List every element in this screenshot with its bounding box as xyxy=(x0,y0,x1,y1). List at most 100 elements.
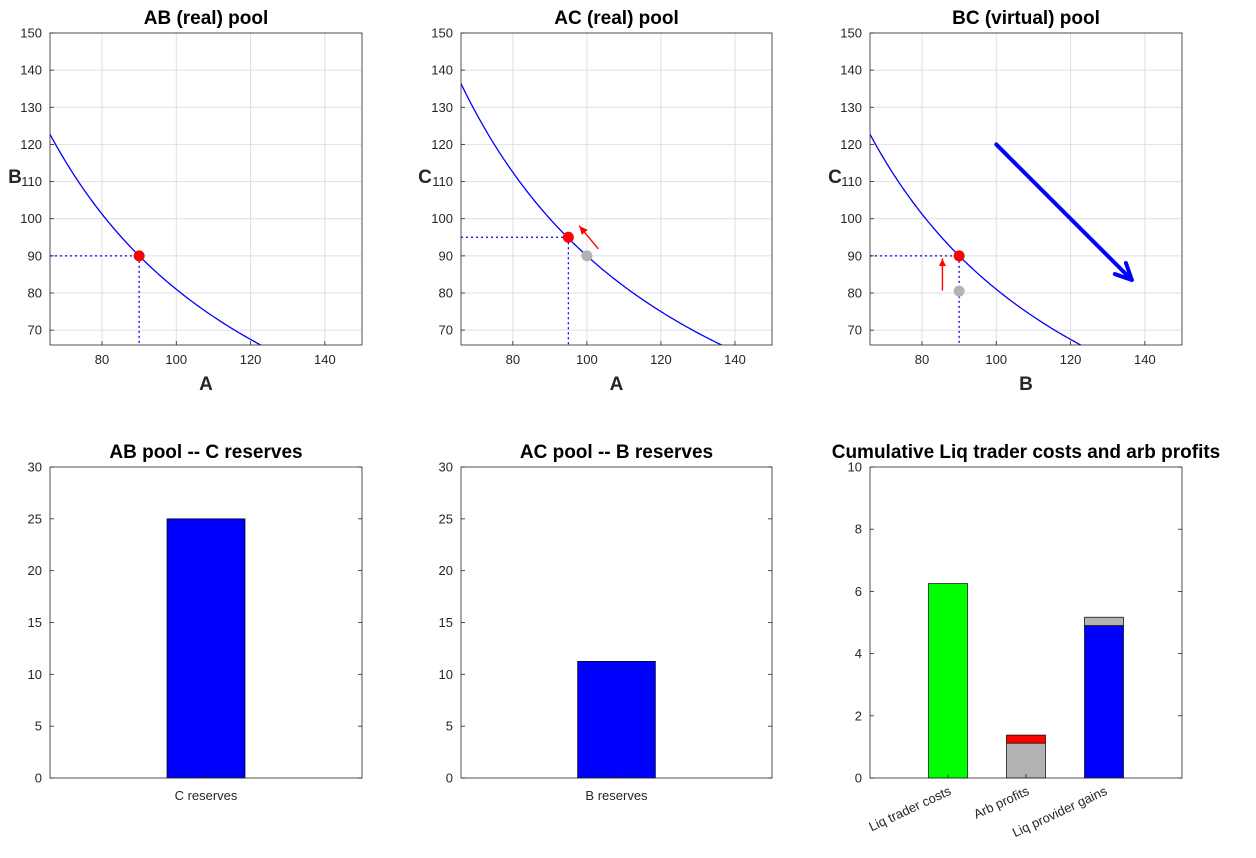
y-tick-label: 140 xyxy=(431,63,453,78)
y-tick-label: 15 xyxy=(439,615,453,630)
bar-chart-2: 0 5 10 15 20 25 30 B reserves AC pool -- B reser… xyxy=(439,442,773,803)
chart-title: AB (real) pool xyxy=(144,8,269,29)
y-axis-label: C xyxy=(828,167,842,188)
x-tick-label: 100 xyxy=(165,352,187,367)
y-tick-label: 80 xyxy=(28,286,42,301)
y-tick-label: 20 xyxy=(28,563,42,578)
y-tick-label: 30 xyxy=(439,460,453,475)
direction-arrow-head xyxy=(1112,261,1134,282)
x-tick-label: 80 xyxy=(506,352,520,367)
y-tick-label: 120 xyxy=(431,137,453,152)
y-tick-label: 100 xyxy=(840,211,862,226)
x-category-label: Arb profits xyxy=(971,783,1031,822)
chart-title: AC pool -- B reserves xyxy=(520,442,713,463)
y-tick-label: 140 xyxy=(20,63,42,78)
y-tick-label: 110 xyxy=(432,174,453,189)
y-tick-label: 25 xyxy=(28,511,42,526)
direction-arrow-head xyxy=(938,258,946,267)
y-tick-label: 80 xyxy=(439,286,453,301)
y-tick-label: 80 xyxy=(848,286,862,301)
chart-title: BC (virtual) pool xyxy=(952,8,1100,29)
y-tick-label: 150 xyxy=(431,26,453,41)
y-tick-label: 100 xyxy=(431,211,453,226)
x-tick-label: 120 xyxy=(240,352,262,367)
invariant-curve xyxy=(461,83,724,345)
y-tick-label: 130 xyxy=(431,100,453,115)
y-tick-label: 6 xyxy=(855,584,862,599)
y-tick-label: 90 xyxy=(439,248,453,263)
x-tick-label: 80 xyxy=(95,352,109,367)
y-tick-label: 140 xyxy=(840,63,862,78)
x-axis-label: A xyxy=(199,374,213,395)
curve-chart-2: 80 100 120 140 70 80 90 100 110 120 130 140 150 AC (r… xyxy=(418,8,773,395)
bar xyxy=(928,583,968,779)
y-tick-label: 120 xyxy=(20,137,42,152)
curve-chart-3: 80 100 120 140 70 80 90 100 110 120 130 140 150 BC (v… xyxy=(828,8,1183,395)
current-state-point xyxy=(133,250,145,262)
curve-chart-1: 80 100 120 140 70 80 90 100 110 120 130 140 150 AB (r… xyxy=(8,8,363,395)
y-tick-label: 15 xyxy=(28,615,42,630)
y-tick-label: 110 xyxy=(21,174,42,189)
y-axis-label: C xyxy=(418,167,432,188)
invariant-curve xyxy=(50,133,263,345)
y-tick-label: 2 xyxy=(855,708,862,723)
bar xyxy=(577,661,656,779)
x-tick-label: 140 xyxy=(314,352,336,367)
axes-frame xyxy=(869,466,1183,779)
axes-frame xyxy=(460,32,773,346)
y-tick-label: 90 xyxy=(848,248,862,263)
y-tick-label: 130 xyxy=(20,100,42,115)
y-tick-label: 120 xyxy=(840,137,862,152)
y-tick-label: 10 xyxy=(439,667,453,682)
y-tick-label: 70 xyxy=(28,323,42,338)
x-category-label: B reserves xyxy=(585,788,648,803)
bar xyxy=(1084,625,1124,779)
y-tick-label: 0 xyxy=(35,771,42,786)
y-tick-label: 5 xyxy=(446,719,453,734)
y-tick-label: 30 xyxy=(28,460,42,475)
x-tick-label: 140 xyxy=(1134,352,1156,367)
x-category-label: Liq trader costs xyxy=(866,783,953,834)
y-tick-label: 130 xyxy=(840,100,862,115)
y-tick-label: 150 xyxy=(840,26,862,41)
y-tick-label: 25 xyxy=(439,511,453,526)
x-tick-label: 80 xyxy=(915,352,929,367)
y-tick-label: 10 xyxy=(848,460,862,475)
previous-state-point xyxy=(581,250,593,262)
y-tick-label: 5 xyxy=(35,719,42,734)
y-tick-label: 90 xyxy=(28,248,42,263)
y-tick-label: 110 xyxy=(841,174,862,189)
x-tick-label: 120 xyxy=(1060,352,1082,367)
x-tick-label: 120 xyxy=(650,352,672,367)
x-category-label: C reserves xyxy=(175,788,238,803)
x-tick-label: 100 xyxy=(576,352,598,367)
invariant-curve xyxy=(870,133,1083,345)
current-state-point xyxy=(562,231,574,243)
bar xyxy=(1006,734,1046,744)
previous-state-point xyxy=(953,285,965,297)
y-tick-label: 100 xyxy=(20,211,42,226)
current-state-point xyxy=(953,250,965,262)
bar xyxy=(1006,742,1046,779)
x-tick-label: 100 xyxy=(985,352,1007,367)
bar xyxy=(166,518,246,779)
chart-title: Cumulative Liq trader costs and arb prof… xyxy=(832,442,1221,463)
x-axis-label: B xyxy=(1019,374,1033,395)
y-tick-label: 70 xyxy=(848,323,862,338)
y-tick-label: 0 xyxy=(855,771,862,786)
y-tick-label: 8 xyxy=(855,522,862,537)
direction-arrow-head xyxy=(579,226,588,235)
bar-chart-1: 0 5 10 15 20 25 30 C reserves AB pool -- C reser… xyxy=(28,442,363,803)
y-tick-label: 10 xyxy=(28,667,42,682)
y-tick-label: 150 xyxy=(20,26,42,41)
y-axis-label: B xyxy=(8,167,22,188)
y-tick-label: 4 xyxy=(855,646,862,661)
y-tick-label: 70 xyxy=(439,323,453,338)
x-axis-label: A xyxy=(610,374,624,395)
axes-frame xyxy=(49,32,363,346)
chart-title: AC (real) pool xyxy=(554,8,679,29)
direction-arrow-shaft xyxy=(994,142,1134,282)
y-tick-label: 0 xyxy=(446,771,453,786)
